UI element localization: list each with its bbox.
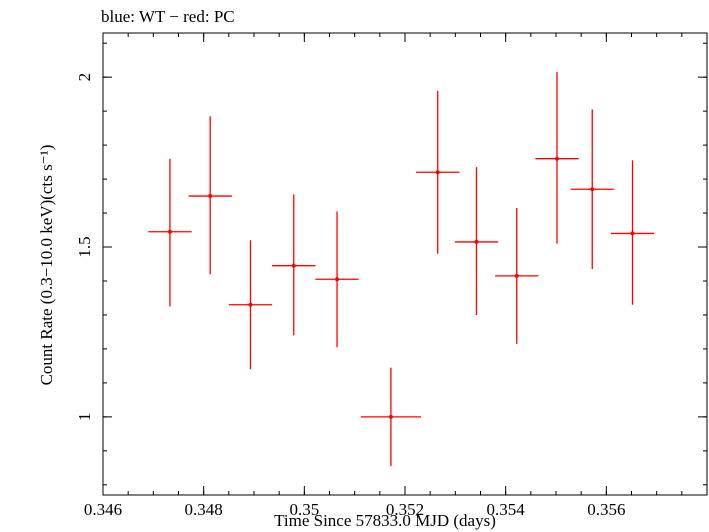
y-tick-label: 1.5 (75, 236, 94, 257)
point-marker (291, 263, 296, 268)
data-point (416, 90, 460, 254)
y-tick-labels: 11.52 (75, 73, 94, 421)
data-point (148, 158, 192, 307)
point-marker (590, 187, 595, 192)
x-tick-label: 0.354 (487, 500, 526, 519)
point-marker (630, 231, 635, 236)
point-marker (248, 302, 253, 307)
data-point (610, 160, 655, 305)
y-tick-label: 2 (75, 73, 94, 82)
point-marker (335, 277, 340, 282)
point-marker (167, 229, 172, 234)
plot-frame (102, 32, 708, 496)
data-point (360, 367, 422, 467)
point-marker (474, 239, 479, 244)
x-tick-label: 0.348 (185, 500, 223, 519)
x-tick-label: 0.356 (587, 500, 625, 519)
point-marker (435, 170, 440, 175)
point-marker (514, 273, 519, 278)
point-marker (208, 194, 213, 199)
data-series (148, 72, 655, 467)
chart-title: blue: WT − red: PC (101, 7, 235, 26)
x-tick-label: 0.346 (84, 500, 122, 519)
point-marker (388, 414, 393, 419)
data-point (535, 72, 579, 244)
data-point (454, 167, 499, 315)
x-tick-label: 0.35 (289, 500, 319, 519)
data-point (272, 194, 316, 336)
x-tick-labels: 0.346 0.348 0.35 0.352 0.354 0.356 (84, 500, 626, 519)
x-tick-label: 0.352 (386, 500, 424, 519)
x-axis-label: Time Since 57833.0 MJD (days) (274, 511, 496, 530)
data-point (315, 211, 359, 348)
point-marker (555, 156, 560, 161)
data-point (570, 109, 614, 270)
data-point (495, 207, 539, 344)
y-tick-label: 1 (75, 413, 94, 422)
y-axis-label: Count Rate (0.3−10.0 keV)(cts s⁻¹) (37, 145, 56, 386)
data-point (228, 240, 273, 370)
data-point (188, 116, 232, 275)
axis-ticks (102, 33, 708, 495)
